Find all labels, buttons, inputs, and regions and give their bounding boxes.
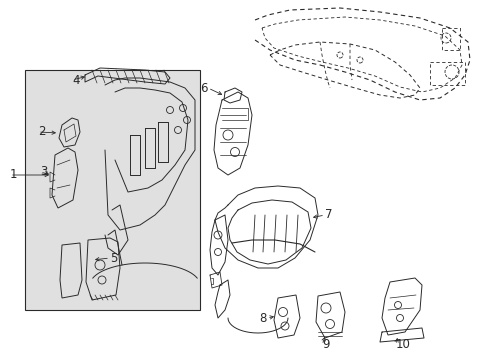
Bar — [25, 70, 200, 310]
Text: 8: 8 — [259, 311, 266, 324]
Text: 7: 7 — [325, 208, 332, 221]
Text: 2: 2 — [38, 126, 45, 139]
Text: 6: 6 — [200, 81, 207, 94]
Text: 9: 9 — [321, 338, 329, 351]
Text: 3: 3 — [40, 166, 47, 179]
Text: 1: 1 — [10, 168, 18, 181]
Text: 10: 10 — [395, 338, 410, 351]
Text: 4: 4 — [72, 73, 80, 86]
Text: 5: 5 — [110, 252, 117, 265]
